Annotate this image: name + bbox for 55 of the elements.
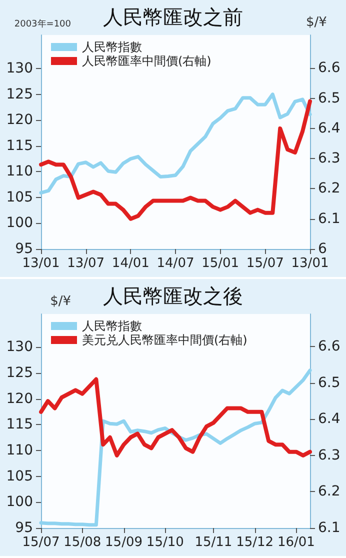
x-tick-label: 15/11 <box>194 535 232 550</box>
chart-title: 人民幣匯改之前 <box>103 5 243 29</box>
y2-tick-label: 6.3 <box>318 447 340 464</box>
legend-label: 人民幣匯率中間價(右軸) <box>82 54 212 68</box>
y2-tick-label: 6.6 <box>318 338 340 355</box>
y-axis-title: $/¥ <box>50 294 71 309</box>
legend-label: 人民幣指數 <box>82 40 142 54</box>
y-tick-label: 110 <box>6 164 33 180</box>
y-tick-label: 105 <box>6 468 33 484</box>
y-tick-label: 130 <box>6 60 33 77</box>
y2-tick-label: 6.1 <box>318 520 340 536</box>
legend-label: 人民幣指數 <box>82 319 142 333</box>
x-tick-label: 15/01 <box>202 256 240 271</box>
y-tick-label: 95 <box>15 241 33 257</box>
y-tick-label: 125 <box>6 86 33 102</box>
y2-tick-label: 6.4 <box>318 411 340 428</box>
legend-label: 美元兑人民幣匯率中間價(右軸) <box>82 333 248 347</box>
y2-axis-title: $/¥ <box>306 15 327 30</box>
x-tick-label: 13/01 <box>291 256 329 271</box>
y-tick-label: 120 <box>6 390 33 407</box>
y-tick-label: 100 <box>6 215 33 232</box>
line-series <box>39 99 312 221</box>
y2-tick-label: 6 <box>318 241 327 257</box>
x-tick-label: 14/07 <box>156 256 194 271</box>
y-tick-label: 130 <box>6 339 33 356</box>
line-series <box>39 377 312 458</box>
y-tick-label: 115 <box>6 416 33 433</box>
y-tick-label: 115 <box>6 138 33 154</box>
y2-tick-label: 6.2 <box>318 180 340 197</box>
y2-tick-label: 6.3 <box>318 150 340 167</box>
y2-tick-label: 6.4 <box>318 120 340 136</box>
y2-tick-label: 6.6 <box>318 60 340 76</box>
y-tick-label: 105 <box>6 189 33 206</box>
x-tick-label: 15/12 <box>236 535 274 550</box>
y2-tick-label: 6.5 <box>318 374 340 391</box>
y-tick-label: 110 <box>6 442 33 458</box>
y-axis-title: 2003年=100 <box>14 18 72 30</box>
y2-tick-label: 6.2 <box>318 484 340 500</box>
y-tick-label: 100 <box>6 494 33 510</box>
line-series <box>39 92 312 195</box>
y-tick-label: 120 <box>6 112 33 128</box>
x-tick-label: 16/01 <box>277 535 315 550</box>
y2-tick-label: 6.1 <box>318 210 340 227</box>
y-tick-label: 95 <box>15 520 33 536</box>
x-tick-label: 13/01 <box>22 256 60 271</box>
x-tick-label: 13/07 <box>67 256 105 271</box>
y2-tick-label: 6.5 <box>318 90 340 106</box>
x-tick-label: 14/01 <box>112 256 150 271</box>
x-tick-label: 15/10 <box>146 535 184 550</box>
y-tick-label: 125 <box>6 364 33 381</box>
x-tick-label: 15/09 <box>105 535 143 550</box>
chart-title: 人民幣匯改之後 <box>103 284 243 308</box>
x-tick-label: 15/07 <box>246 256 284 271</box>
x-tick-label: 15/07 <box>22 535 60 550</box>
x-tick-label: 15/08 <box>64 535 102 550</box>
